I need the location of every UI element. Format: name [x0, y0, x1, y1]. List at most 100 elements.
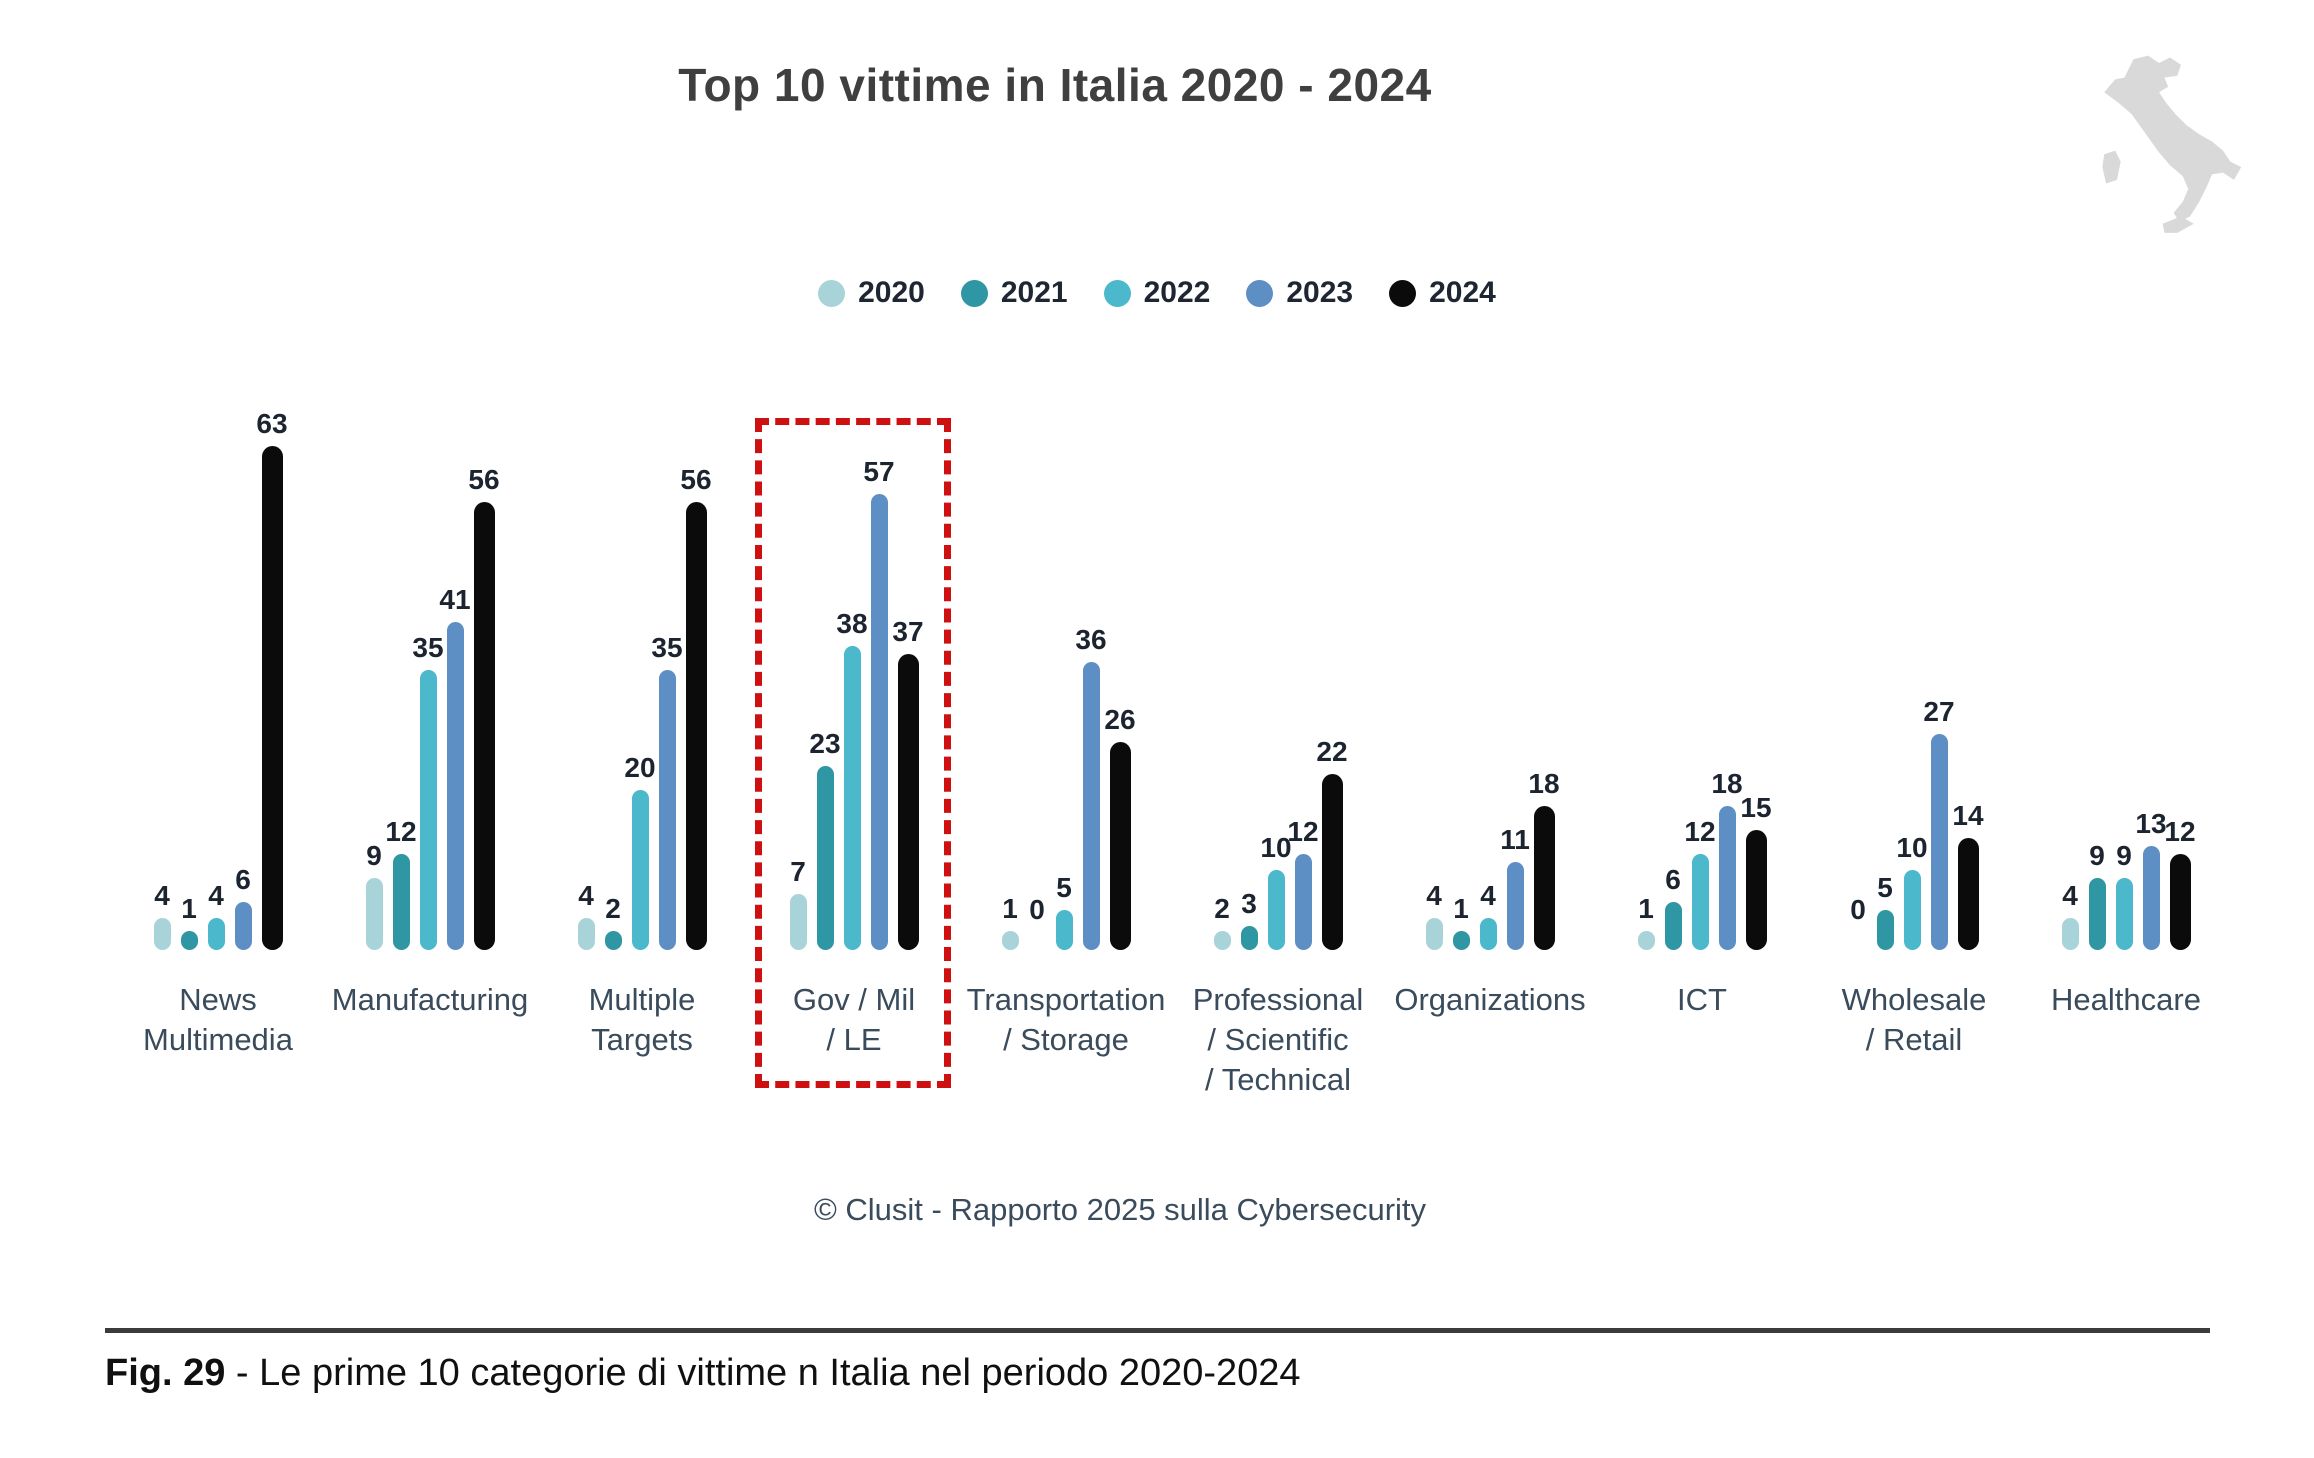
bar-value-label: 1	[181, 893, 197, 924]
figure-caption: Fig. 29 - Le prime 10 categorie di vitti…	[105, 1352, 1301, 1395]
category-label: Professional / Scientific / Technical	[1192, 982, 1364, 1097]
bar-slot: 22	[1316, 400, 1348, 950]
bar-value-label: 37	[892, 616, 924, 647]
bar-2022	[631, 790, 649, 950]
legend-dot-icon	[818, 279, 846, 307]
bar-value-label: 12	[1684, 816, 1716, 847]
bar-slot: 2	[1213, 400, 1231, 950]
bar-2023	[1506, 862, 1524, 950]
bar-value-label: 1	[1002, 893, 1018, 924]
bar-value-label: 20	[624, 752, 656, 783]
bar-value-label: 1	[1453, 893, 1469, 924]
bar-slot: 36	[1075, 400, 1107, 950]
bar-slot: 26	[1104, 400, 1136, 950]
bar-slot: 0	[1850, 400, 1867, 950]
legend-dot-icon	[1389, 279, 1417, 307]
bar-value-label: 12	[385, 816, 417, 847]
bar-2023	[234, 902, 252, 950]
bar-value-label: 0	[1029, 894, 1045, 925]
bar-value-label: 63	[256, 408, 288, 439]
copyright-line: © Clusit - Rapporto 2025 sulla Cybersecu…	[813, 1192, 1427, 1227]
bar-value-label: 26	[1104, 704, 1136, 735]
category-label: News Multimedia	[143, 982, 293, 1057]
chart-legend: 2020 2021 2022 2023 2024	[0, 276, 2314, 310]
bar-slot: 37	[892, 400, 924, 950]
bar-slot: 4	[1425, 400, 1443, 950]
bar-slot: 38	[836, 400, 868, 950]
bar-slot: 9	[2115, 400, 2133, 950]
bar-2024	[685, 502, 707, 950]
bar-slot: 23	[809, 400, 841, 950]
bar-slot: 12	[385, 400, 417, 950]
category-label: Healthcare	[2051, 982, 2201, 1017]
figure-caption-number: Fig. 29	[105, 1352, 226, 1394]
category-label: ICT	[1677, 982, 1727, 1017]
bar-2020	[789, 894, 807, 950]
bar-slot: 63	[256, 400, 288, 950]
bar-2021	[2088, 878, 2106, 950]
legend-dot-icon	[1246, 279, 1274, 307]
chart-group: 4 1 4 6 63 News Multimedia	[112, 400, 324, 1100]
bar-value-label: 56	[680, 464, 712, 495]
bar-2023	[870, 494, 888, 950]
legend-label: 2021	[1000, 276, 1068, 309]
bar-value-label: 9	[2116, 840, 2132, 871]
legend-label: 2023	[1286, 276, 1354, 309]
bar-slot: 14	[1952, 400, 1984, 950]
chart-group: 2 3 10 12 22 Professional / Scientific / Techni…	[1172, 400, 1384, 1100]
bar-value-label: 4	[208, 880, 224, 911]
italy-sicily	[2162, 216, 2194, 233]
bar-2021	[1452, 931, 1470, 950]
bar-2021	[1240, 926, 1258, 950]
bar-value-label: 41	[439, 584, 471, 615]
bar-slot: 5	[1876, 400, 1894, 950]
figure-caption-text: - Le prime 10 categorie di vittime n Ita…	[225, 1352, 1301, 1394]
bar-2024	[261, 446, 283, 950]
bar-slot: 56	[468, 400, 500, 950]
bar-value-label: 27	[1923, 696, 1955, 727]
bar-value-label: 1	[1638, 893, 1654, 924]
chart-group: 4 2 20 35 56 Multiple Targets	[536, 400, 748, 1100]
bar-slot: 12	[1684, 400, 1716, 950]
category-label: Gov / Mil / LE	[792, 982, 916, 1057]
bar-slot: 9	[365, 400, 383, 950]
bar-2020	[1213, 931, 1231, 950]
bar-value-label: 18	[1711, 768, 1743, 799]
bar-2024	[1109, 742, 1131, 950]
bar-slot: 18	[1528, 400, 1560, 950]
bar-2022	[1903, 870, 1921, 950]
bar-value-label: 5	[1877, 872, 1893, 903]
bar-value-label: 35	[412, 632, 444, 663]
bar-slot: 4	[1479, 400, 1497, 950]
bar-2022	[1055, 910, 1073, 950]
chart-group: 4 9 9 13 12 Healthcare	[2020, 400, 2232, 1100]
bar-value-label: 6	[235, 864, 251, 895]
bar-slot: 7	[789, 400, 807, 950]
bar-2023	[2142, 846, 2160, 950]
legend-dot-icon	[1103, 279, 1131, 307]
bar-value-label: 11	[1500, 824, 1530, 855]
bar-value-label: 15	[1740, 792, 1772, 823]
legend-label: 2020	[858, 276, 925, 309]
bar-value-label: 10	[1896, 832, 1928, 863]
bar-value-label: 2	[1214, 893, 1230, 924]
bar-2022	[1691, 854, 1709, 950]
bar-slot: 1	[180, 400, 198, 950]
bar-2023	[658, 670, 676, 950]
bar-slot: 4	[153, 400, 171, 950]
bar-value-label: 5	[1056, 872, 1072, 903]
bar-value-label: 2	[605, 893, 621, 924]
bar-2020	[2061, 918, 2079, 950]
bar-2023	[1930, 734, 1948, 950]
italy-mainland	[2104, 55, 2242, 222]
bar-2021	[392, 854, 410, 950]
bar-value-label: 35	[651, 632, 683, 663]
bar-slot: 57	[863, 400, 895, 950]
bar-2022	[1267, 870, 1285, 950]
bar-value-label: 0	[1850, 894, 1866, 925]
bar-2020	[577, 918, 595, 950]
bar-2021	[816, 766, 834, 950]
bar-2022	[207, 918, 225, 950]
bar-value-label: 3	[1241, 888, 1257, 919]
bar-value-label: 7	[790, 856, 806, 887]
